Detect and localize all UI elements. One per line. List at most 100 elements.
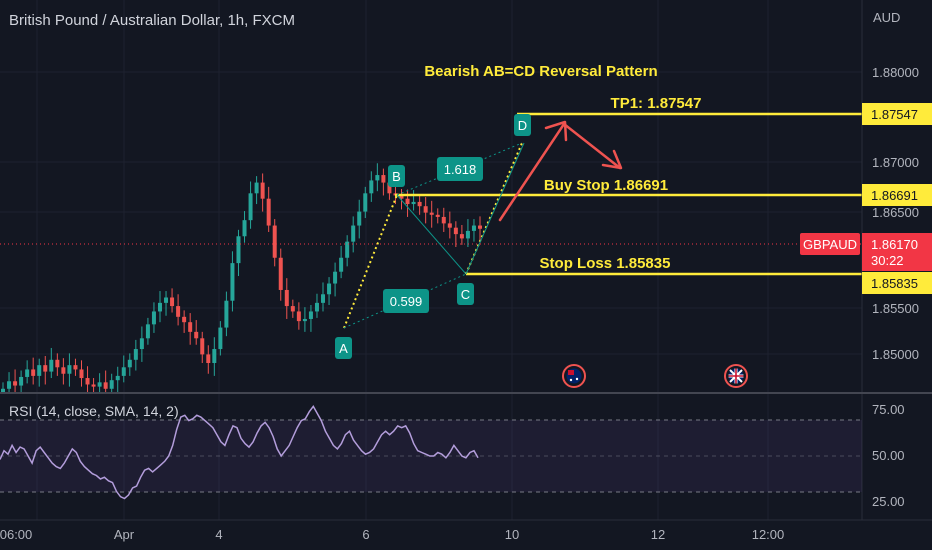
time-tick: 12 <box>651 527 665 542</box>
symbol-tag <box>800 233 860 255</box>
candle-body <box>91 384 96 387</box>
candle-body <box>139 338 144 350</box>
price-tick: 1.87000 <box>872 155 919 170</box>
candle-body <box>67 365 72 374</box>
candle-body <box>314 302 319 312</box>
candle-body <box>375 175 380 181</box>
candle-body <box>206 354 211 364</box>
candle-body <box>272 225 277 258</box>
candle-body <box>224 300 229 328</box>
candle-body <box>31 369 36 376</box>
australia-flag-icon[interactable] <box>562 364 586 388</box>
candle-body <box>471 225 476 231</box>
ratio-bc-badge: 1.618 <box>437 157 483 181</box>
candle-body <box>133 349 138 360</box>
candle-body <box>7 381 12 389</box>
candle-body <box>417 201 422 207</box>
point-a-badge: A <box>335 337 352 359</box>
point-c-badge: C <box>457 283 474 305</box>
candle-body <box>254 182 259 194</box>
candle-body <box>411 201 416 205</box>
rsi-tick: 75.00 <box>872 402 905 417</box>
candle-body <box>266 198 271 226</box>
candle-body <box>97 382 102 387</box>
candle-body <box>61 367 66 374</box>
candle-body <box>200 338 205 355</box>
candle-body <box>188 322 193 332</box>
candle-body <box>441 216 446 224</box>
price-tick: 1.85000 <box>872 347 919 362</box>
candle-body <box>435 214 440 217</box>
symbol-title[interactable]: British Pound / Australian Dollar, 1h, F… <box>9 12 295 29</box>
candle-body <box>357 211 362 226</box>
candle-body <box>43 365 48 372</box>
candle-body <box>465 230 470 239</box>
buy-stop-price-tag <box>862 184 932 206</box>
current-price-label: 1.86170 <box>871 237 918 252</box>
cd-projection <box>465 142 525 275</box>
point-d-label: D <box>518 118 527 133</box>
rsi-label[interactable]: RSI (14, close, SMA, 14, 2) <box>9 403 179 419</box>
point-d-badge: D <box>514 114 531 136</box>
candle-body <box>182 316 187 323</box>
stop-loss-price-tag-label: 1.85835 <box>871 276 918 291</box>
rsi-pane: RSI (14, close, SMA, 14, 2) 75.00 50.00 … <box>0 402 905 509</box>
candle-body <box>176 306 181 317</box>
price-tick: 1.86500 <box>872 205 919 220</box>
candle-body <box>145 324 150 339</box>
price-tick: 1.88000 <box>872 65 919 80</box>
price-grid <box>0 0 862 520</box>
candle-body <box>429 212 434 215</box>
time-tick: 06:00 <box>0 527 32 542</box>
tp1-price-tag-label: 1.87547 <box>871 107 918 122</box>
candle-body <box>405 198 410 205</box>
candle-body <box>79 369 84 379</box>
candle-body <box>278 257 283 290</box>
candle-body <box>308 311 313 319</box>
ratio-ab-badge: 0.599 <box>383 289 429 313</box>
candle-body <box>447 223 452 228</box>
ab-leg <box>343 194 398 329</box>
cd-leg <box>465 142 523 275</box>
candle-body <box>399 195 404 199</box>
price-tick: 1.85500 <box>872 301 919 316</box>
uk-flag-icon[interactable] <box>724 364 748 388</box>
candle-body <box>212 349 217 364</box>
candle-body <box>248 193 253 221</box>
candle-body <box>103 382 108 389</box>
point-b-label: B <box>392 169 401 184</box>
candle-body <box>236 236 241 264</box>
candle-body <box>423 206 428 213</box>
candle-body <box>290 306 295 312</box>
candle-body <box>25 369 30 377</box>
price-axis: AUD 1.88000 1.87000 1.86500 1.85500 1.85… <box>800 0 932 520</box>
candle-body <box>115 375 120 381</box>
candle-body <box>333 271 338 284</box>
candle-body <box>85 378 90 385</box>
candle-body <box>73 365 78 370</box>
candle-body <box>194 331 199 339</box>
candle-body <box>55 359 60 368</box>
candle-body <box>242 220 247 237</box>
candle-body <box>13 381 18 386</box>
candle-body <box>302 318 307 322</box>
down-arrow-shaft <box>562 122 622 170</box>
currency-label: AUD <box>873 10 900 25</box>
rsi-tick: 50.00 <box>872 448 905 463</box>
time-tick: 4 <box>215 527 222 542</box>
buy-stop-label: Buy Stop 1.86691 <box>544 177 668 194</box>
symbol-tag-label: GBPAUD <box>803 237 857 252</box>
candle-body <box>369 180 374 194</box>
candle-body <box>345 241 350 258</box>
candle-body <box>164 297 169 303</box>
ratio-bc-label: 1.618 <box>444 162 477 177</box>
down-arrow-head-icon <box>601 149 623 170</box>
rsi-line <box>0 405 479 500</box>
projection-arrows <box>498 120 623 222</box>
point-c-label: C <box>461 287 470 302</box>
candle-body <box>109 380 114 389</box>
candle-body <box>37 365 42 376</box>
stop-loss-price-tag <box>862 272 932 294</box>
candle-body <box>19 376 24 386</box>
